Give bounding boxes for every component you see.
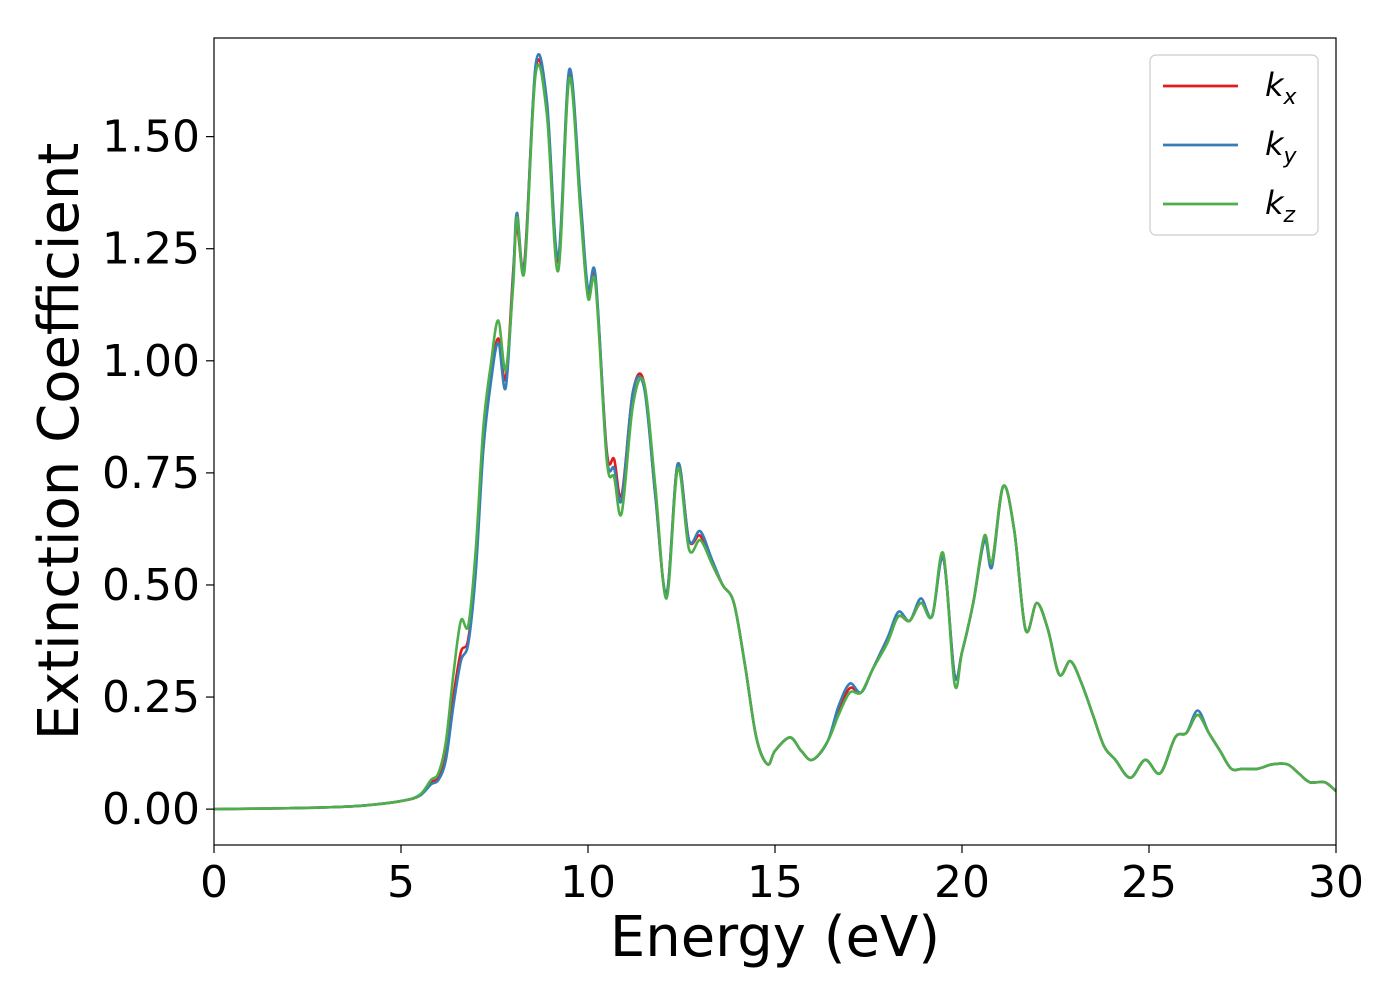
y-axis-label: Extinction Coefficient (27, 143, 92, 741)
legend-label-subscript: z (1283, 203, 1296, 228)
x-axis-label: Energy (eV) (610, 905, 940, 970)
y-tick-label: 1.25 (102, 224, 200, 275)
x-tick-label: 30 (1308, 857, 1364, 908)
x-axis: 0 5 10 15 20 25 30 (200, 845, 1364, 908)
legend-label-ky: ky (1265, 125, 1298, 169)
legend-label-base: k (1265, 66, 1285, 104)
y-tick-label: 0.75 (102, 448, 200, 499)
series-layer (213, 53, 1337, 811)
y-tick-label: 0.25 (102, 672, 200, 723)
legend-label-kx: kx (1265, 66, 1298, 110)
y-tick-label: 1.50 (102, 112, 200, 163)
x-tick-label: 10 (560, 857, 616, 908)
y-axis: 0.00 0.25 0.50 0.75 1.00 1.25 1.50 (102, 112, 214, 835)
x-tick-label: 20 (934, 857, 990, 908)
y-tick-label: 0.00 (102, 784, 200, 835)
x-tick-label: 0 (200, 857, 228, 908)
legend-label-base: k (1265, 125, 1285, 163)
legend-label-kz: kz (1265, 184, 1296, 228)
x-tick-label: 25 (1121, 857, 1177, 908)
legend-label-subscript: x (1283, 85, 1298, 110)
series-line-kz (213, 63, 1337, 811)
y-tick-label: 0.50 (102, 560, 200, 611)
legend-label-subscript: y (1283, 144, 1298, 169)
x-tick-label: 5 (387, 857, 415, 908)
x-tick-label: 15 (747, 857, 803, 908)
legend-label-base: k (1265, 184, 1285, 222)
y-tick-label: 1.00 (102, 336, 200, 387)
